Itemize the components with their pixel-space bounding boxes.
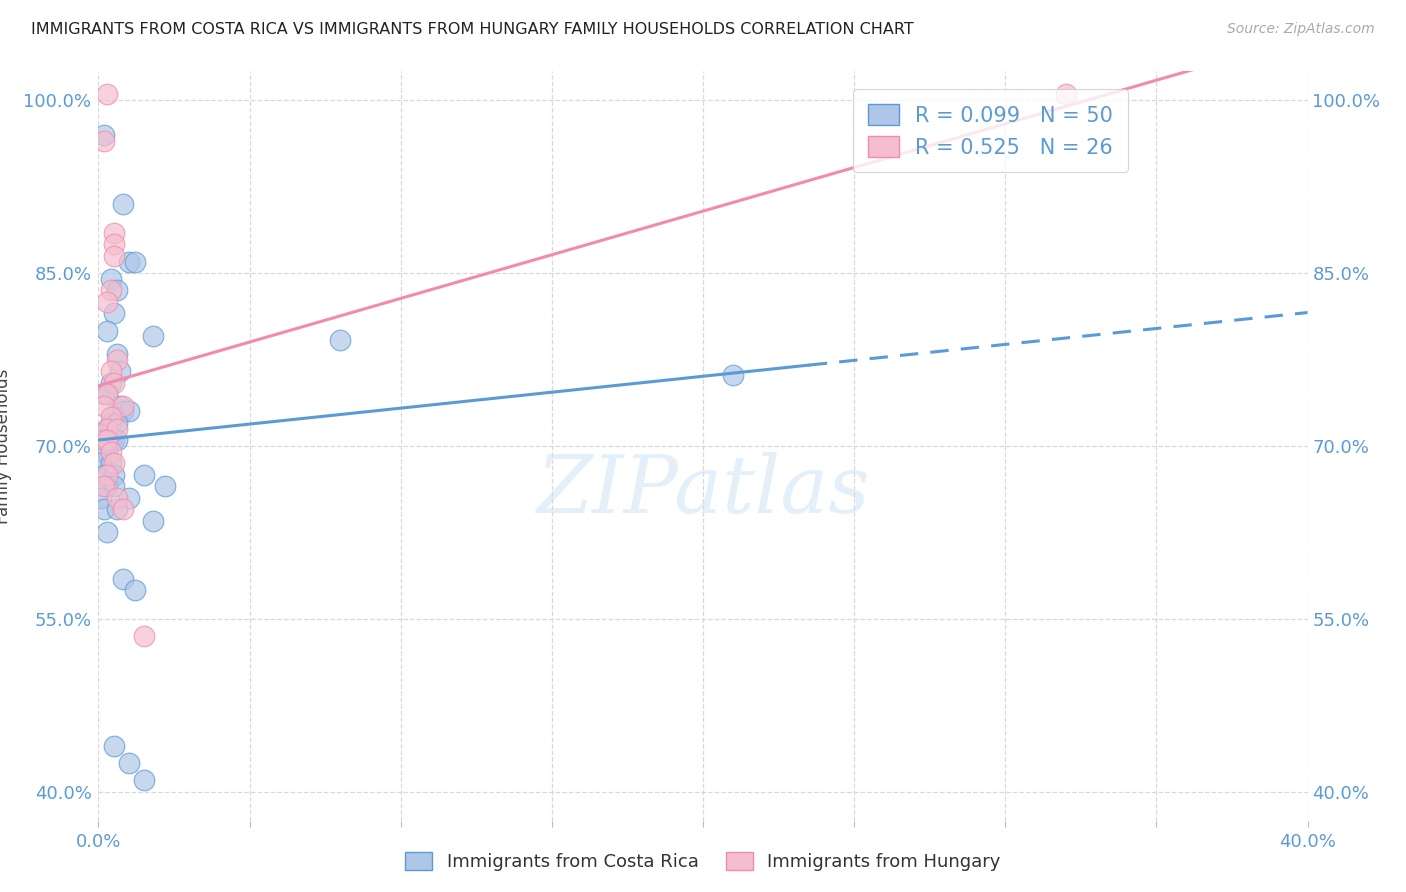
Point [105,284,128,298]
Point [96,444,118,458]
Point [90,456,112,470]
Point [93,134,115,148]
Point [103,376,125,390]
Point [96,479,118,493]
Point [96,387,118,401]
Point [105,416,128,430]
Point [108,364,131,378]
Point [100,434,122,448]
Point [103,434,125,448]
Point [96,387,118,401]
Point [93,434,115,448]
Point [124,583,146,598]
Point [142,514,165,528]
Point [103,410,125,425]
Point [96,87,118,102]
Point [93,502,115,516]
Point [329,333,352,347]
Point [111,572,134,586]
Point [90,427,112,442]
Point [118,491,141,505]
Point [93,427,115,442]
Point [105,502,128,516]
Point [90,491,112,505]
Point [93,467,115,482]
Point [93,387,115,401]
Legend: Immigrants from Costa Rica, Immigrants from Hungary: Immigrants from Costa Rica, Immigrants f… [398,845,1008,879]
Y-axis label: Family Households: Family Households [0,368,13,524]
Point [103,306,125,320]
Point [93,479,115,493]
Point [111,404,134,418]
Point [103,237,125,252]
Point [1054,87,1077,102]
Text: ZIPatlas: ZIPatlas [536,452,870,530]
Point [100,376,122,390]
Point [93,128,115,142]
Text: IMMIGRANTS FROM COSTA RICA VS IMMIGRANTS FROM HUNGARY FAMILY HOUSEHOLDS CORRELAT: IMMIGRANTS FROM COSTA RICA VS IMMIGRANTS… [31,22,914,37]
Point [132,773,155,788]
Point [118,254,141,268]
Point [103,456,125,470]
Point [723,368,745,382]
Point [96,422,118,436]
Point [105,352,128,367]
Point [103,739,125,753]
Point [118,404,141,418]
Point [111,197,134,211]
Point [96,324,118,338]
Point [105,491,128,505]
Point [103,249,125,263]
Point [100,364,122,378]
Point [93,444,115,458]
Point [103,479,125,493]
Point [105,434,128,448]
Point [100,456,122,470]
Point [132,629,155,643]
Point [108,399,131,413]
Point [100,272,122,286]
Point [100,410,122,425]
Point [100,444,122,458]
Point [96,434,118,448]
Point [96,525,118,540]
Point [100,416,122,430]
Point [103,467,125,482]
Point [93,399,115,413]
Text: Source: ZipAtlas.com: Source: ZipAtlas.com [1227,22,1375,37]
Point [103,226,125,240]
Point [142,329,165,343]
Point [124,254,146,268]
Point [111,399,134,413]
Point [96,467,118,482]
Point [96,422,118,436]
Point [96,294,118,309]
Point [118,756,141,770]
Point [100,284,122,298]
Point [105,347,128,361]
Point [105,422,128,436]
Point [111,502,134,516]
Legend: R = 0.099   N = 50, R = 0.525   N = 26: R = 0.099 N = 50, R = 0.525 N = 26 [853,89,1128,172]
Point [132,467,155,482]
Point [153,479,176,493]
Point [93,434,115,448]
